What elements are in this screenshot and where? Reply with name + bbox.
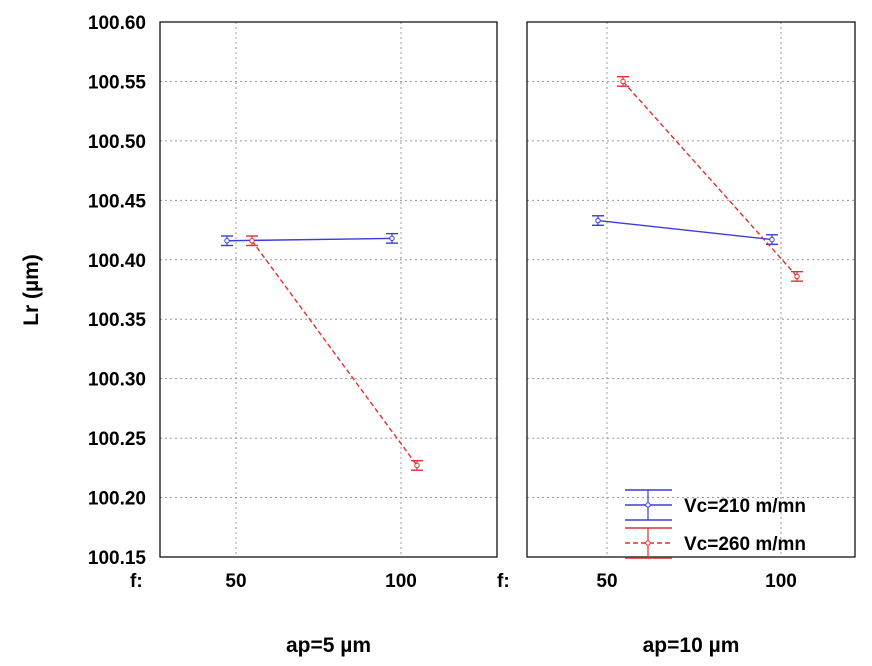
x-tick-label: 50 xyxy=(596,571,617,592)
x-prefix-label: f: xyxy=(130,571,143,592)
y-tick-labels: 100.60 100.55 100.50 100.45 100.40 100.35 100.… xyxy=(88,13,147,569)
data-point xyxy=(224,238,230,244)
legend-label: Vc=260 m/mn xyxy=(684,534,806,555)
series-line xyxy=(622,80,798,277)
data-point xyxy=(389,235,395,242)
legend-marker xyxy=(645,540,651,546)
y-tick-label: 100.60 xyxy=(88,13,146,34)
x-prefix-label: f: xyxy=(497,571,510,592)
legend-marker xyxy=(645,502,651,508)
legend-label: Vc=210 m/mn xyxy=(684,496,806,517)
data-point xyxy=(620,78,626,85)
y-tick-label: 100.35 xyxy=(88,310,147,331)
y-tick-label: 100.30 xyxy=(88,370,146,391)
panel-ap10: f: 50 100 ap=10 µm xyxy=(497,21,856,657)
y-axis-title: Lr (µm) xyxy=(20,254,43,326)
y-tick-label: 100.15 xyxy=(88,548,147,569)
data-point xyxy=(595,217,601,224)
panel-label: ap=10 µm xyxy=(643,634,740,657)
y-tick-label: 100.50 xyxy=(88,132,146,153)
data-point xyxy=(249,238,255,244)
data-point xyxy=(414,462,420,469)
panel-ap5: f: 50 100 ap=5 µm xyxy=(130,21,498,657)
legend: Vc=210 m/mn Vc=260 m/mn xyxy=(625,489,806,559)
x-tick-label: 100 xyxy=(385,571,417,592)
plot-frame xyxy=(159,21,498,558)
data-point xyxy=(794,273,800,280)
x-tick-label: 50 xyxy=(225,571,246,592)
panel-label: ap=5 µm xyxy=(286,634,371,657)
series-line xyxy=(597,219,773,241)
plot-frame xyxy=(526,21,856,558)
y-tick-label: 100.25 xyxy=(88,429,147,450)
series-line xyxy=(251,240,418,466)
y-tick-label: 100.20 xyxy=(88,489,146,510)
data-point xyxy=(769,236,775,243)
y-tick-label: 100.40 xyxy=(88,251,146,272)
x-tick-label: 100 xyxy=(765,571,797,592)
y-tick-label: 100.45 xyxy=(88,191,147,212)
y-tick-label: 100.55 xyxy=(88,72,147,93)
